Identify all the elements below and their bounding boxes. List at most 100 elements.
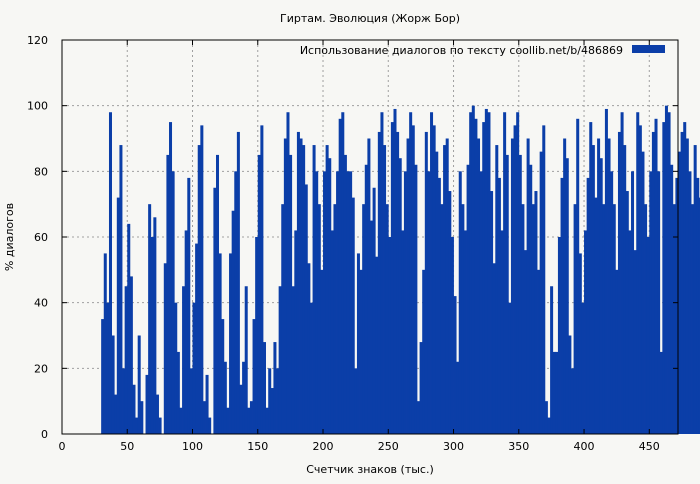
data-bar (184, 230, 188, 434)
data-bar (174, 302, 178, 434)
data-bar (487, 112, 491, 434)
data-bar (317, 204, 321, 434)
data-bar (375, 256, 379, 434)
data-bar (672, 204, 676, 434)
data-bar (607, 138, 611, 434)
data-bar (320, 269, 324, 434)
data-bar (252, 319, 256, 434)
data-bar (469, 112, 473, 434)
data-bar (101, 319, 105, 434)
data-bar (617, 131, 621, 434)
data-bar (644, 204, 648, 434)
data-bar (623, 145, 627, 435)
data-bar (620, 112, 624, 434)
data-bar (153, 217, 157, 434)
data-bar (189, 368, 193, 434)
data-bar (370, 220, 374, 434)
data-bar (333, 204, 337, 434)
data-bar (599, 158, 603, 434)
data-bar (542, 125, 546, 434)
data-bar (570, 368, 574, 434)
data-bar (458, 171, 462, 435)
data-bar (393, 108, 397, 434)
data-bar (432, 125, 436, 434)
data-bar (205, 374, 209, 434)
data-bar (589, 122, 593, 434)
data-bar (239, 384, 243, 434)
x-tick-label: 300 (443, 440, 464, 453)
data-bar (612, 204, 616, 434)
data-bar (422, 269, 426, 434)
data-bar (678, 151, 682, 434)
data-bar (145, 374, 149, 434)
data-bar (223, 361, 227, 434)
x-tick-label: 50 (120, 440, 134, 453)
data-bar (578, 253, 582, 434)
data-bar (401, 230, 405, 434)
data-bar (474, 118, 478, 435)
legend-label: Использование диалогов по тексту coollib… (300, 44, 623, 57)
axis-ticks: 0 20 40 60 80 100 120 0 50 100 150 200 250 300 350 400 4… (27, 34, 678, 453)
data-bar (122, 368, 126, 434)
x-tick-label: 200 (313, 440, 334, 453)
data-bar (631, 171, 635, 435)
data-bar (346, 171, 350, 435)
data-bar (242, 361, 246, 434)
data-bar (328, 158, 332, 434)
data-bar (586, 177, 590, 434)
data-bar (137, 335, 141, 434)
data-bar (657, 171, 661, 435)
data-bar (416, 401, 420, 434)
data-bar (299, 138, 303, 434)
data-bar (304, 184, 308, 434)
data-bar (307, 263, 311, 434)
data-bar (116, 197, 120, 434)
data-bar (325, 145, 329, 435)
data-bar (132, 384, 136, 434)
data-bar (547, 417, 551, 434)
x-axis-label: Счетчик знаков (тыс.) (306, 463, 434, 476)
data-bar (385, 204, 389, 434)
data-bar (688, 171, 692, 435)
data-bar (377, 131, 381, 434)
data-bar (453, 296, 457, 434)
data-bar (591, 145, 595, 435)
data-bar (683, 122, 687, 434)
data-bar (534, 191, 538, 434)
data-bar (111, 335, 115, 434)
x-tick-label: 250 (378, 440, 399, 453)
data-bar (106, 302, 110, 434)
data-bar (505, 154, 509, 434)
data-bar (380, 112, 384, 434)
data-bar (675, 177, 679, 434)
data-bar (362, 204, 366, 434)
y-tick-label: 60 (34, 231, 48, 244)
x-tick-label: 0 (59, 440, 66, 453)
data-bar (202, 401, 206, 434)
data-bar (662, 122, 666, 434)
data-bar (516, 112, 520, 434)
data-bar (390, 122, 394, 434)
data-bar (646, 237, 650, 434)
data-bar (693, 145, 697, 435)
data-bar (450, 237, 454, 434)
data-bar (208, 417, 212, 434)
data-bar (552, 351, 556, 434)
data-bar (443, 145, 447, 435)
data-bar (247, 407, 251, 434)
data-bar (231, 210, 235, 434)
data-bar (435, 151, 439, 434)
x-tick-label: 450 (639, 440, 660, 453)
data-bar (466, 164, 470, 434)
data-bar (563, 138, 567, 434)
data-bar (257, 154, 261, 434)
data-bar (323, 171, 327, 435)
data-bar (482, 122, 486, 434)
data-bar (398, 158, 402, 434)
data-bar (150, 237, 154, 434)
data-bar (330, 230, 334, 434)
data-bar (255, 237, 259, 434)
data-bar (281, 204, 285, 434)
data-bar (315, 171, 319, 435)
